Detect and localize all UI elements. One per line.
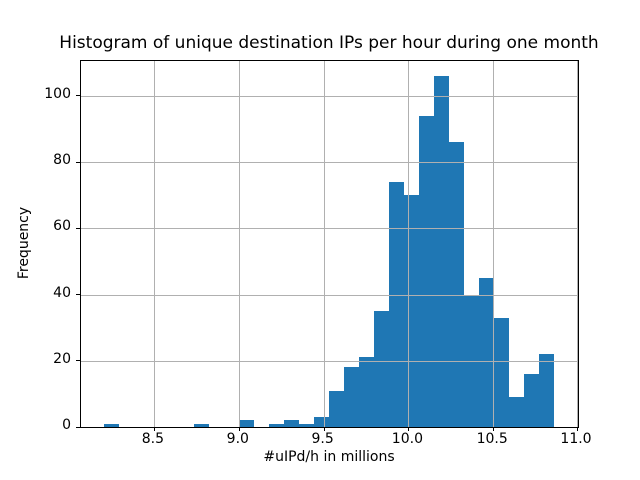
x-tick: [577, 427, 578, 431]
y-tick: [76, 161, 80, 163]
y-tick: [76, 227, 80, 229]
y-tick-label: 100: [44, 85, 71, 102]
histogram-bar: [434, 75, 450, 427]
y-tick: [76, 95, 80, 97]
histogram-bar: [524, 374, 540, 427]
y-gridline: [81, 360, 578, 362]
x-tick: [238, 427, 240, 431]
histogram-bar: [314, 417, 329, 427]
histogram-bar: [344, 367, 359, 427]
histogram-bar: [479, 278, 495, 427]
histogram-bar: [374, 311, 390, 427]
x-gridline: [238, 61, 240, 427]
histogram-bar: [404, 195, 420, 427]
x-tick-label: 10.0: [391, 431, 423, 447]
y-gridline: [81, 294, 578, 296]
x-gridline: [323, 61, 325, 427]
histogram-bar: [359, 357, 374, 427]
y-tick: [76, 294, 80, 295]
x-tick: [153, 427, 155, 431]
x-tick-label: 10.5: [476, 431, 508, 447]
x-tick-label: 9.5: [311, 431, 334, 447]
x-axis-label: #uIPd/h in millions: [263, 449, 395, 465]
y-tick-label: 40: [53, 284, 71, 301]
histogram-bar: [419, 115, 435, 427]
histogram-bar: [238, 420, 254, 427]
x-gridline: [493, 61, 495, 427]
histogram-bar: [329, 390, 344, 427]
histogram-bar: [268, 423, 284, 427]
y-gridline: [81, 162, 578, 163]
x-tick-label: 8.5: [141, 431, 165, 447]
y-tick-label: 60: [53, 218, 71, 235]
x-tick: [408, 427, 410, 431]
histogram-bar: [298, 423, 314, 427]
histogram-bar: [509, 397, 525, 427]
x-gridline: [153, 61, 155, 427]
y-tick-label: 20: [53, 350, 71, 367]
histogram-bar: [494, 317, 510, 427]
x-tick-label: 11.0: [560, 431, 592, 447]
plot-area: [76, 60, 579, 431]
x-tick-label: 9.0: [226, 431, 249, 447]
histogram-bar: [103, 423, 119, 427]
histogram-bar: [449, 142, 465, 427]
y-tick-label: 80: [53, 152, 71, 168]
x-gridline: [577, 61, 578, 427]
x-tick: [493, 427, 495, 431]
histogram-bar: [539, 354, 555, 427]
x-gridline: [408, 61, 410, 427]
histogram-bar: [193, 423, 209, 427]
histogram-bar: [283, 420, 299, 427]
y-tick: [76, 426, 80, 428]
histogram-bar: [389, 181, 405, 427]
y-gridline: [81, 228, 578, 230]
histogram-bar: [464, 294, 480, 427]
y-tick-label: 0: [62, 417, 71, 433]
y-gridline: [81, 95, 578, 97]
chart-title: Histogram of unique destination IPs per …: [59, 33, 599, 53]
x-tick: [323, 427, 325, 431]
y-tick: [76, 360, 80, 362]
